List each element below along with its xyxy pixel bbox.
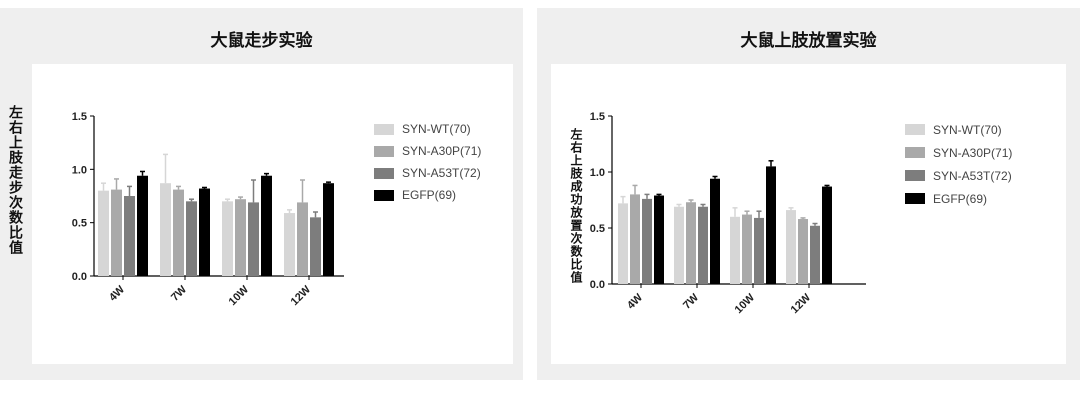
legend-item: SYN-WT(70) bbox=[905, 118, 1012, 141]
bar bbox=[222, 201, 233, 276]
legend-label: SYN-A53T(72) bbox=[933, 168, 1012, 183]
x-tick-label: 10W bbox=[227, 283, 252, 308]
legend: SYN-WT(70) SYN-A30P(71) SYN-A53T(72) EGFP(6… bbox=[905, 118, 1012, 210]
bar bbox=[186, 201, 197, 276]
legend-item: SYN-A53T(72) bbox=[374, 162, 481, 184]
legend-swatch bbox=[374, 167, 394, 179]
y-tick-label: 0.0 bbox=[72, 271, 87, 283]
legend-label: SYN-WT(70) bbox=[402, 122, 471, 136]
legend: SYN-WT(70) SYN-A30P(71) SYN-A53T(72) EGFP(6… bbox=[374, 118, 481, 206]
y-tick-label: 1.0 bbox=[72, 164, 87, 176]
x-tick-label: 12W bbox=[289, 283, 314, 308]
bar bbox=[810, 225, 820, 284]
legend-item: SYN-A30P(71) bbox=[374, 140, 481, 162]
legend-swatch bbox=[905, 124, 925, 135]
bar bbox=[698, 206, 708, 284]
bar bbox=[323, 183, 334, 276]
bar bbox=[618, 203, 628, 284]
legend-swatch bbox=[905, 193, 925, 204]
bar bbox=[654, 195, 664, 284]
legend-swatch bbox=[374, 123, 394, 135]
y-axis-label: 左右上肢走步次数比值 bbox=[7, 105, 23, 255]
bar bbox=[199, 188, 210, 276]
bar bbox=[235, 199, 246, 276]
bar bbox=[160, 183, 171, 276]
bar bbox=[822, 186, 832, 284]
legend-label: SYN-A30P(71) bbox=[402, 144, 482, 158]
bar bbox=[730, 216, 740, 284]
y-tick-label: 1.0 bbox=[590, 167, 605, 179]
x-tick-label: 7W bbox=[169, 283, 190, 304]
legend-label: EGFP(69) bbox=[402, 188, 457, 202]
x-tick-label: 7W bbox=[681, 291, 702, 312]
bar bbox=[710, 178, 720, 284]
chart-title: 大鼠上肢放置实验 bbox=[740, 31, 877, 51]
y-tick-label: 1.5 bbox=[72, 111, 87, 123]
bar bbox=[248, 202, 259, 276]
y-tick-label: 0.5 bbox=[72, 218, 87, 230]
bar bbox=[297, 202, 308, 276]
legend-swatch bbox=[905, 147, 925, 158]
legend-item: SYN-A53T(72) bbox=[905, 164, 1012, 187]
legend-item: EGFP(69) bbox=[905, 187, 1012, 210]
legend-label: SYN-A30P(71) bbox=[933, 145, 1013, 160]
legend-label: SYN-WT(70) bbox=[933, 122, 1002, 137]
bar bbox=[766, 166, 776, 284]
y-tick-label: 0.5 bbox=[590, 223, 605, 235]
x-tick-label: 4W bbox=[625, 291, 646, 312]
legend-label: EGFP(69) bbox=[933, 191, 988, 206]
legend-item: SYN-WT(70) bbox=[374, 118, 481, 140]
y-axis-label: 左右上肢成功放置次数比值 bbox=[569, 128, 583, 284]
bar bbox=[261, 175, 272, 276]
bar bbox=[642, 198, 652, 284]
bar bbox=[284, 213, 295, 276]
bar bbox=[754, 217, 764, 284]
y-tick-label: 0.0 bbox=[590, 279, 605, 291]
bar bbox=[111, 189, 122, 276]
legend-swatch bbox=[905, 170, 925, 181]
bar bbox=[137, 175, 148, 276]
bar bbox=[173, 189, 184, 276]
y-tick-label: 1.5 bbox=[590, 111, 605, 123]
legend-item: SYN-A30P(71) bbox=[905, 141, 1012, 164]
bar bbox=[786, 210, 796, 284]
bar bbox=[310, 217, 321, 276]
bar bbox=[686, 202, 696, 284]
bar bbox=[630, 194, 640, 284]
bar bbox=[674, 206, 684, 284]
x-tick-label: 12W bbox=[789, 291, 814, 316]
bar bbox=[798, 219, 808, 284]
bar bbox=[98, 190, 109, 276]
legend-swatch bbox=[374, 145, 394, 157]
x-tick-label: 10W bbox=[733, 291, 758, 316]
legend-label: SYN-A53T(72) bbox=[402, 166, 481, 180]
bar bbox=[124, 196, 135, 276]
chart-title: 大鼠走步实验 bbox=[210, 31, 313, 51]
legend-item: EGFP(69) bbox=[374, 184, 481, 206]
legend-swatch bbox=[374, 189, 394, 201]
bar bbox=[742, 214, 752, 284]
x-tick-label: 4W bbox=[107, 283, 128, 304]
